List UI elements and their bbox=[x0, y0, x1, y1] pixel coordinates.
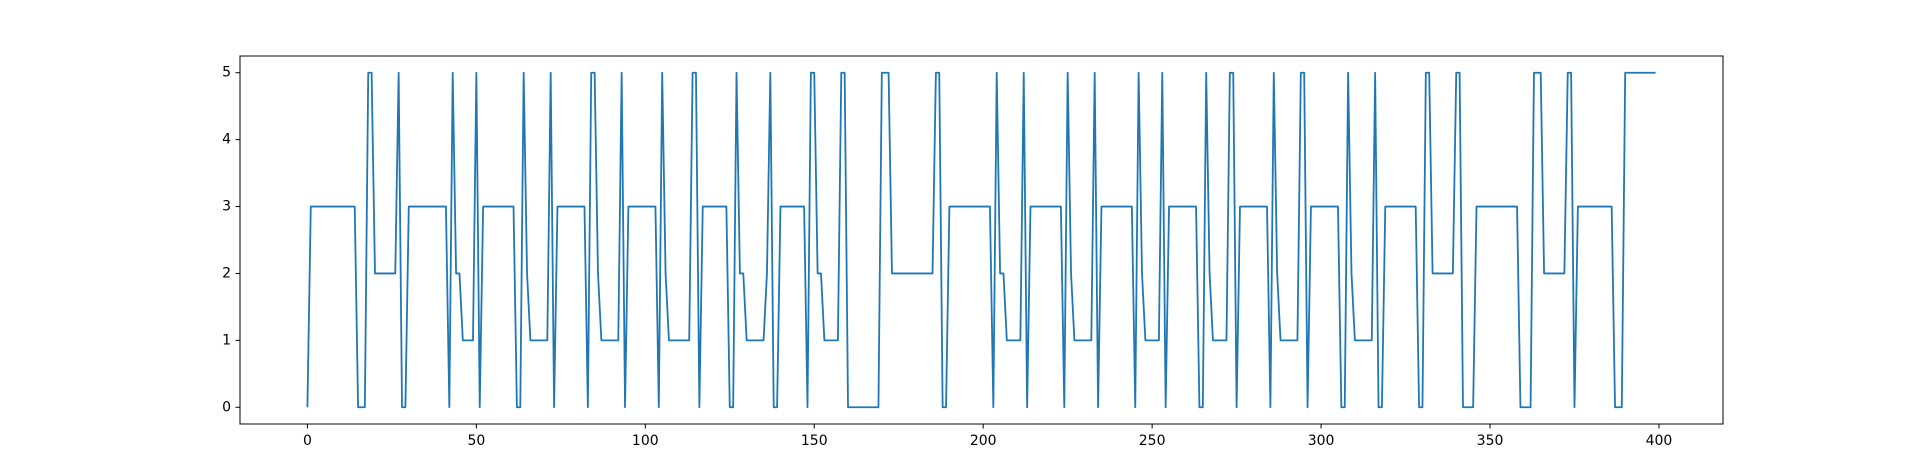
y-tick-label: 4 bbox=[222, 132, 231, 148]
x-tick-label: 400 bbox=[1646, 433, 1673, 449]
x-tick-label: 350 bbox=[1477, 433, 1504, 449]
y-tick-label: 0 bbox=[222, 399, 231, 415]
x-tick-label: 300 bbox=[1308, 433, 1335, 449]
y-tick-label: 5 bbox=[222, 65, 231, 81]
y-tick-label: 2 bbox=[222, 265, 231, 281]
y-tick-label: 3 bbox=[222, 199, 231, 215]
x-tick-label: 100 bbox=[632, 433, 659, 449]
x-tick-label: 0 bbox=[303, 433, 312, 449]
y-tick-label: 1 bbox=[222, 332, 231, 348]
x-tick-label: 150 bbox=[801, 433, 828, 449]
data-line bbox=[306, 71, 1656, 409]
x-tick-label: 250 bbox=[1139, 433, 1166, 449]
x-tick-label: 50 bbox=[467, 433, 485, 449]
plot-frame bbox=[239, 55, 1724, 425]
x-tick-label: 200 bbox=[970, 433, 997, 449]
